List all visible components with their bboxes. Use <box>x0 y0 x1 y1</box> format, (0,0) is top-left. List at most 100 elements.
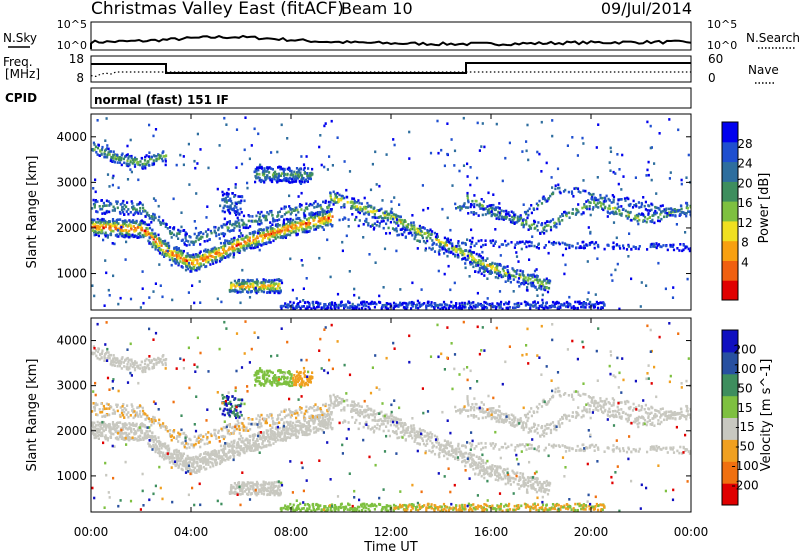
power-cell <box>630 277 633 281</box>
power-cell <box>632 245 635 248</box>
power-cell <box>680 207 683 211</box>
beam-title: Beam 10 <box>341 0 413 18</box>
power-cell <box>385 232 388 235</box>
power-cell <box>132 220 135 224</box>
power-cell <box>161 151 164 155</box>
power-cell <box>542 195 545 199</box>
power-cell <box>283 235 286 239</box>
power-cell <box>536 278 539 282</box>
power-cell <box>514 270 517 273</box>
power-cell <box>524 281 528 284</box>
power-cell <box>196 259 199 262</box>
power-cell <box>530 284 533 288</box>
power-cell <box>565 300 568 304</box>
power-cell <box>116 200 119 204</box>
velocity-cell <box>208 455 211 459</box>
power-cell <box>341 240 344 244</box>
power-cell <box>563 242 567 245</box>
power-cell <box>157 154 161 157</box>
power-cell <box>236 208 239 212</box>
power-cell <box>278 283 281 286</box>
power-cell <box>521 240 524 244</box>
power-cell <box>585 200 588 203</box>
power-cell <box>289 225 292 228</box>
power-cell <box>580 305 583 309</box>
power-cell <box>510 210 513 214</box>
power-cell <box>469 304 472 307</box>
power-cell <box>495 272 499 276</box>
power-cell <box>669 214 672 217</box>
power-cell <box>324 223 327 227</box>
power-cell <box>358 219 361 222</box>
power-cell <box>639 305 642 308</box>
power-cell <box>545 220 549 223</box>
velocity-cell <box>221 449 225 452</box>
power-cell <box>272 287 275 291</box>
power-cell <box>393 196 396 199</box>
power-cell <box>239 207 242 211</box>
power-cell <box>653 221 656 225</box>
power-cell <box>256 280 259 284</box>
power-cell <box>199 250 202 253</box>
power-cell <box>231 240 234 244</box>
power-cell <box>551 134 554 138</box>
power-cell <box>549 228 553 232</box>
power-cell <box>288 230 291 233</box>
power-cell <box>521 270 525 273</box>
power-cell <box>378 224 381 228</box>
velocity-cell <box>165 447 168 450</box>
power-cell <box>362 223 365 226</box>
power-cell <box>138 201 142 204</box>
velocity-cell <box>181 464 184 467</box>
power-cell <box>236 284 239 287</box>
power-cell <box>93 218 96 222</box>
power-cell <box>227 192 230 196</box>
power-cell <box>525 210 528 214</box>
power-cell <box>334 196 337 199</box>
power-cell <box>508 141 511 145</box>
power-cell <box>615 236 618 240</box>
colorbar-segment <box>722 220 738 242</box>
velocity-cell <box>134 437 137 441</box>
power-cell <box>144 209 147 213</box>
power-cell <box>600 301 603 305</box>
nave-label: Nave <box>748 63 779 77</box>
power-cell <box>275 233 278 237</box>
power-cell <box>538 278 541 282</box>
power-cell <box>645 220 648 224</box>
power-cell <box>134 158 137 161</box>
power-cell <box>232 289 235 293</box>
power-cell <box>236 291 239 294</box>
power-cell <box>308 303 311 306</box>
power-cell <box>105 117 108 120</box>
velocity-cell <box>231 443 234 446</box>
power-cell <box>292 307 295 310</box>
power-cell <box>549 225 553 229</box>
velocity-cell <box>146 430 149 433</box>
velocity-cell <box>277 430 280 434</box>
power-cell <box>531 304 535 308</box>
power-cell <box>535 202 538 206</box>
power-cell <box>570 306 573 309</box>
power-cell <box>205 260 208 264</box>
power-cell <box>230 281 233 285</box>
power-cell <box>631 206 635 209</box>
power-cell <box>570 190 573 193</box>
power-cell <box>428 230 431 233</box>
velocity-cell <box>280 430 283 433</box>
power-cell <box>445 244 449 247</box>
power-cell <box>500 209 503 212</box>
power-cell <box>599 204 602 208</box>
velocity-cell <box>256 444 259 447</box>
power-cell <box>314 307 317 310</box>
power-cell <box>228 199 231 202</box>
velocity-cell <box>198 468 201 471</box>
power-cell <box>537 247 540 250</box>
power-cell <box>536 150 539 154</box>
power-cell <box>228 210 231 214</box>
power-cell <box>414 231 418 234</box>
power-cell <box>426 231 429 234</box>
power-cell <box>129 168 132 171</box>
power-cell <box>198 267 201 271</box>
power-cell <box>316 305 319 309</box>
